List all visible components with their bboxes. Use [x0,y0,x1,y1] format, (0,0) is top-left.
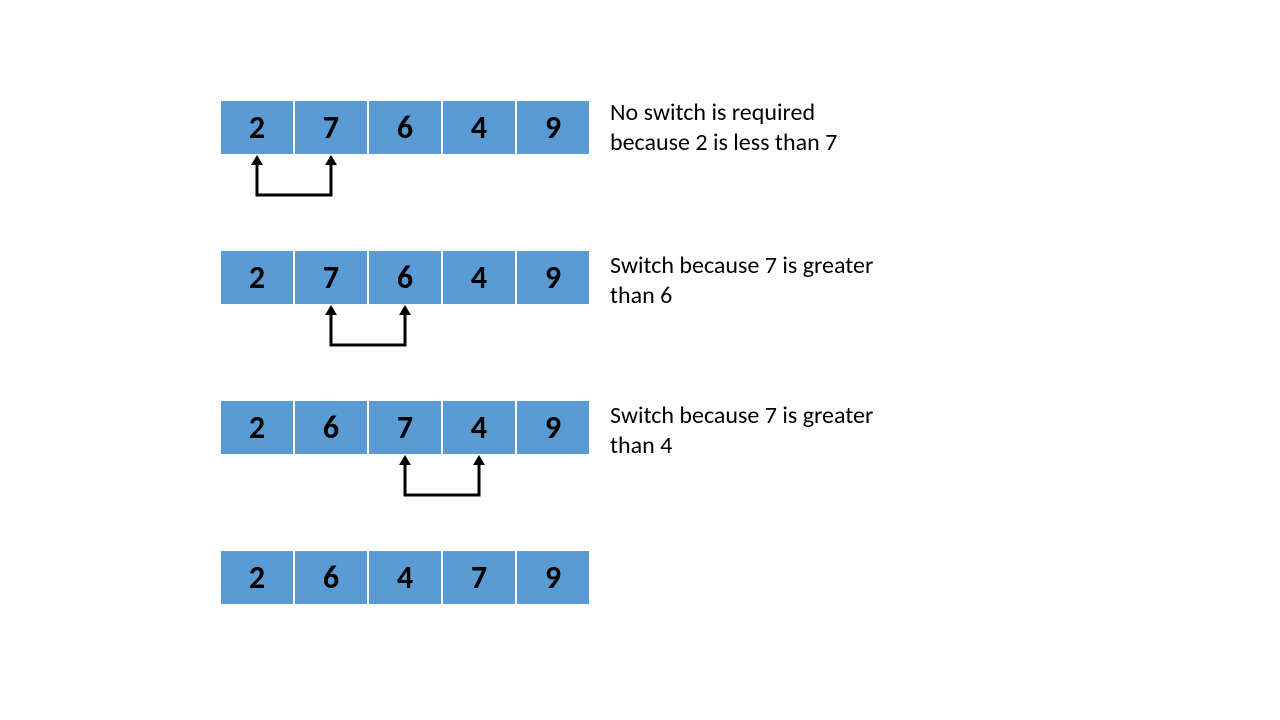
array-cell: 2 [220,550,294,605]
array-cell: 4 [368,550,442,605]
array-cell: 7 [442,550,516,605]
arrowhead-up-icon [399,455,411,465]
array-cell: 6 [294,550,368,605]
arrowhead-up-icon [473,455,485,465]
swap-connector [0,0,1280,720]
array-row: 26479 [220,550,590,605]
array-cell: 9 [516,550,590,605]
